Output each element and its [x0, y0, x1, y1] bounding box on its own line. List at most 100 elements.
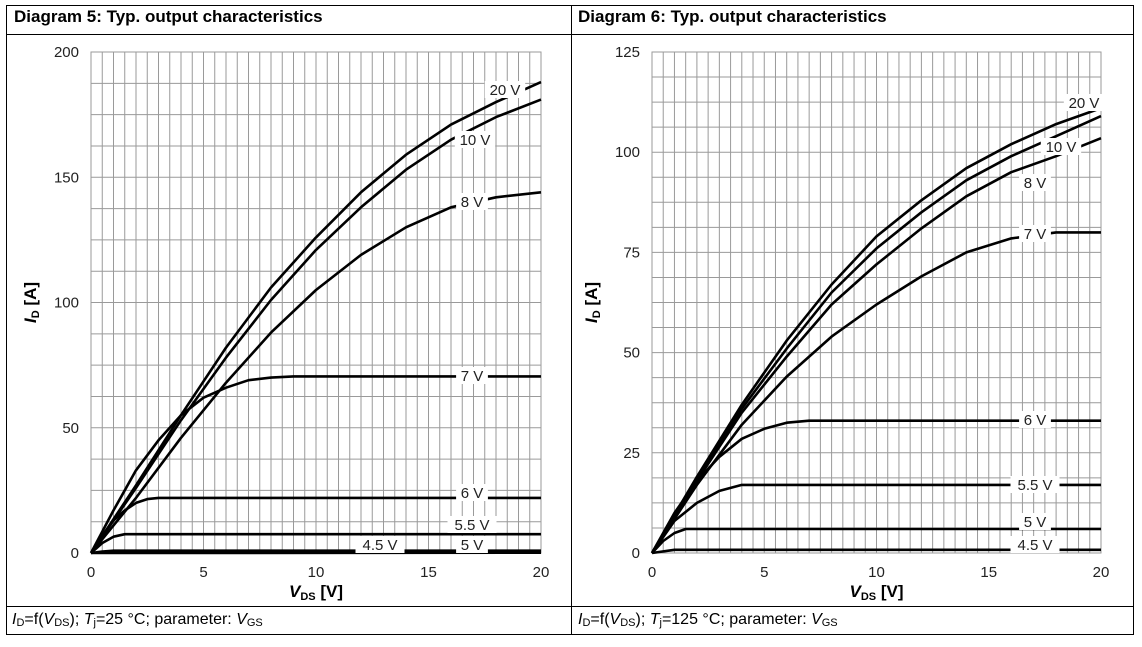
- x-axis-unit: [V]: [876, 582, 903, 601]
- series-label-bg: [447, 516, 497, 533]
- series-line: [89, 375, 541, 554]
- caption-vds-sub: DS: [54, 617, 70, 629]
- series-line: [651, 548, 1101, 555]
- y-axis-label: ID [A]: [21, 282, 42, 323]
- datasheet-frame: [6, 5, 1134, 635]
- caption-id-sub: D: [582, 617, 591, 629]
- series-label-bg: [456, 484, 488, 501]
- y-axis-subscript: D: [30, 310, 42, 318]
- caption-id-symbol: I: [578, 611, 583, 628]
- panel-1-title: Diagram 5: Typ. output characteristics: [14, 7, 323, 26]
- y-tick-label: 50: [623, 345, 640, 362]
- series-label: 8 V: [1024, 175, 1047, 192]
- caption-vds-sub: DS: [620, 617, 636, 629]
- series-label-bg: [1019, 225, 1051, 242]
- y-tick-label: 50: [62, 420, 79, 437]
- series-label-bg: [456, 193, 488, 210]
- caption-vds-symbol: V: [43, 611, 55, 628]
- x-tick-label: 0: [648, 564, 656, 581]
- caption-vgs-symbol: V: [811, 611, 822, 628]
- caption-vds-symbol: V: [609, 611, 621, 628]
- x-tick-label: 20: [533, 564, 550, 581]
- x-axis-symbol: V: [849, 582, 862, 601]
- y-axis-symbol: I: [21, 317, 40, 323]
- series-label: 20 V: [490, 82, 521, 99]
- y-tick-label: 100: [615, 144, 640, 161]
- series-label-bg: [1019, 513, 1051, 530]
- series-label: 7 V: [461, 368, 484, 385]
- x-tick-label: 10: [868, 564, 885, 581]
- series-label: 7 V: [1024, 226, 1047, 243]
- y-axis-symbol: I: [582, 317, 601, 323]
- series-label: 4.5 V: [362, 537, 397, 554]
- panel-divider: [571, 5, 572, 635]
- series-label-bg: [1010, 536, 1060, 553]
- series-label-bg: [355, 536, 405, 553]
- caption-text: );: [635, 611, 650, 628]
- caption-text: =f(: [24, 611, 44, 628]
- y-tick-label: 150: [54, 169, 79, 186]
- series-label: 5 V: [461, 537, 484, 554]
- series-label-bg: [1019, 174, 1051, 191]
- series-label: 6 V: [1024, 412, 1047, 429]
- x-tick-label: 20: [1093, 564, 1110, 581]
- panel-1-caption: ID=f(VDS); Tj=25 °C; parameter: VGS: [12, 611, 263, 629]
- x-tick-label: 5: [760, 564, 768, 581]
- series-line: [89, 496, 541, 554]
- y-axis-unit: [A]: [582, 282, 601, 310]
- x-axis-label: VDS [V]: [849, 582, 903, 603]
- series-line: [650, 114, 1102, 554]
- x-axis-subscript: DS: [861, 591, 876, 603]
- y-axis-unit: [A]: [21, 282, 40, 310]
- series-label-bg: [484, 81, 526, 98]
- series-line: [89, 80, 542, 554]
- series-label-bg: [1063, 94, 1105, 111]
- caption-text: );: [69, 611, 84, 628]
- series-line: [650, 106, 1102, 554]
- x-axis-label: VDS [V]: [289, 582, 343, 603]
- series-label-bg: [456, 536, 488, 553]
- caption-text: =125 °C; parameter:: [661, 611, 812, 628]
- y-tick-label: 0: [632, 545, 640, 562]
- series-label-bg: [454, 131, 496, 148]
- y-tick-label: 0: [71, 545, 79, 562]
- caption-id-sub: D: [16, 617, 25, 629]
- series-line: [650, 419, 1101, 554]
- series-label-bg: [456, 367, 488, 384]
- series-label: 4.5 V: [1017, 537, 1052, 554]
- caption-tj-sub: j: [93, 617, 96, 629]
- series-label-bg: [1010, 476, 1060, 493]
- plot-frame: [651, 51, 1102, 554]
- series-label-bg: [1040, 138, 1082, 155]
- caption-vgs-symbol: V: [236, 611, 247, 628]
- caption-vgs-sub: GS: [246, 617, 263, 629]
- x-tick-label: 10: [308, 564, 325, 581]
- x-axis-unit: [V]: [316, 582, 343, 601]
- caption-vgs-sub: GS: [821, 617, 838, 629]
- series-label: 6 V: [461, 485, 484, 502]
- panel-2-title: Diagram 6: Typ. output characteristics: [578, 7, 887, 26]
- x-tick-label: 15: [980, 564, 997, 581]
- caption-tj-sub: j: [659, 617, 662, 629]
- y-tick-label: 125: [615, 44, 640, 61]
- y-tick-label: 25: [623, 445, 640, 462]
- series-label: 5.5 V: [1017, 477, 1052, 494]
- series-line: [90, 532, 541, 554]
- series-line: [651, 527, 1101, 554]
- series-line: [650, 483, 1101, 554]
- caption-tj-symbol: T: [83, 611, 94, 628]
- series-label: 5 V: [1024, 514, 1047, 531]
- y-tick-label: 75: [623, 244, 640, 261]
- series-label: 20 V: [1069, 95, 1100, 112]
- series-label-bg: [1019, 411, 1051, 428]
- x-tick-label: 0: [87, 564, 95, 581]
- series-label: 10 V: [1046, 139, 1077, 156]
- y-axis-subscript: D: [591, 310, 603, 318]
- caption-tj-symbol: T: [649, 611, 660, 628]
- x-tick-label: 15: [420, 564, 437, 581]
- chart-2: 0 5 10 15 20 0 25 50 75 100 125 VDS [V] ID [A] 20 V 10…: [582, 44, 1109, 603]
- series-line: [650, 136, 1102, 554]
- series-label: 8 V: [461, 194, 484, 211]
- x-tick-label: 5: [199, 564, 207, 581]
